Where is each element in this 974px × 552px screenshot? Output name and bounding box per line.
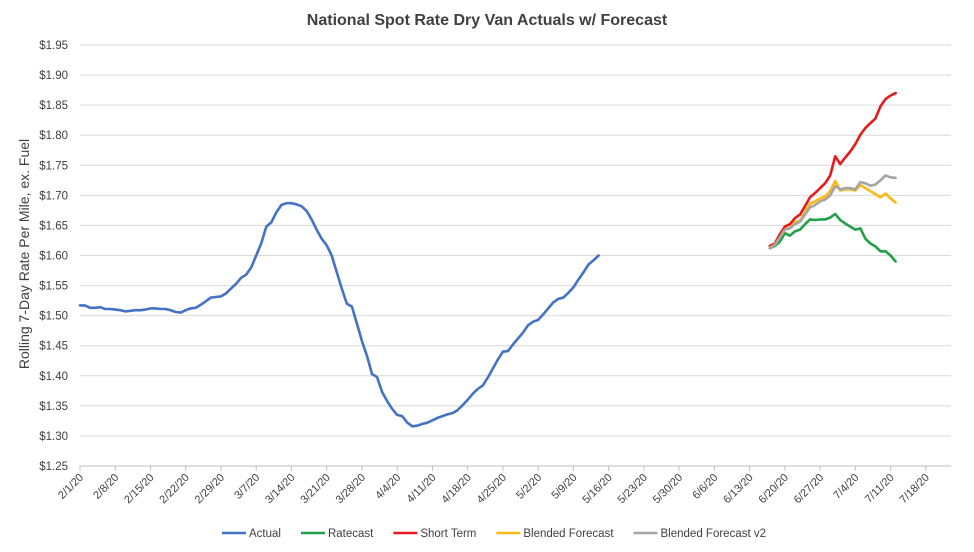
series-line-short-term bbox=[768, 91, 897, 248]
x-tick-label: 5/2/20 bbox=[514, 472, 544, 502]
x-tick-label: 4/11/20 bbox=[405, 472, 439, 506]
x-tick-label: 4/25/20 bbox=[475, 472, 509, 506]
y-tick-label: $1.95 bbox=[39, 40, 68, 52]
chart-title: National Spot Rate Dry Van Actuals w/ Fo… bbox=[307, 12, 668, 29]
series-line-ratecast bbox=[768, 212, 897, 263]
x-tick-label: 2/22/20 bbox=[157, 472, 191, 506]
y-axis-label: Rolling 7-Day Rate Per Mile, ex. Fuel bbox=[16, 139, 32, 369]
y-tick-label: $1.65 bbox=[39, 220, 68, 232]
x-tick-label: 3/7/20 bbox=[232, 472, 262, 502]
x-tick-label: 7/11/20 bbox=[863, 472, 897, 506]
x-tick-label: 4/18/20 bbox=[439, 472, 473, 506]
y-tick-label: $1.40 bbox=[39, 371, 68, 383]
x-tick-label: 5/9/20 bbox=[549, 472, 579, 502]
y-axis-ticks: $1.25 $1.30 $1.35 $1.40 $1.45 $1.50 $1.55 $1.60… bbox=[39, 40, 68, 473]
series-line-actual bbox=[78, 201, 600, 428]
y-tick-label: $1.35 bbox=[39, 401, 68, 413]
y-tick-label: $1.80 bbox=[39, 130, 68, 142]
y-tick-label: $1.30 bbox=[39, 431, 68, 443]
legend-label: Short Term bbox=[420, 528, 476, 540]
y-tick-label: $1.45 bbox=[39, 341, 68, 353]
y-tick-label: $1.90 bbox=[39, 70, 68, 82]
legend-label: Blended Forecast bbox=[523, 528, 614, 540]
x-tick-label: 5/16/20 bbox=[580, 472, 614, 506]
x-tick-label: 4/4/20 bbox=[373, 472, 403, 502]
x-tick-label: 6/20/20 bbox=[757, 472, 791, 506]
legend: Actual Ratecast Short Term Blended Forecast… bbox=[221, 528, 766, 540]
x-tick-label: 3/14/20 bbox=[263, 472, 297, 506]
y-tick-label: $1.55 bbox=[39, 281, 68, 293]
legend-label: Blended Forecast v2 bbox=[661, 528, 766, 540]
x-tick-label: 2/8/20 bbox=[91, 472, 121, 502]
x-tick-label: 6/13/20 bbox=[721, 472, 755, 506]
gridlines bbox=[80, 44, 951, 437]
y-tick-label: $1.50 bbox=[39, 311, 68, 323]
x-tick-label: 7/4/20 bbox=[831, 472, 861, 502]
y-tick-label: $1.85 bbox=[39, 100, 68, 112]
legend-label: Actual bbox=[249, 528, 281, 540]
x-tick-label: 6/27/20 bbox=[792, 472, 826, 506]
y-tick-label: $1.70 bbox=[39, 190, 68, 202]
y-tick-label: $1.60 bbox=[39, 251, 68, 263]
x-tick-label: 2/1/20 bbox=[56, 472, 86, 502]
x-tick-label: 2/15/20 bbox=[122, 472, 156, 506]
x-tick-label: 3/28/20 bbox=[334, 472, 368, 506]
x-axis-ticks: 2/1/20 2/8/20 2/15/20 2/22/20 2/29/20 3/7/20 3… bbox=[56, 466, 932, 506]
series-lines bbox=[78, 91, 897, 428]
x-tick-label: 7/18/20 bbox=[898, 472, 932, 506]
x-tick-label: 5/30/20 bbox=[651, 472, 685, 506]
y-tick-label: $1.25 bbox=[39, 461, 68, 473]
x-tick-label: 6/6/20 bbox=[690, 472, 720, 502]
x-tick-label: 2/29/20 bbox=[193, 472, 227, 506]
x-tick-label: 5/23/20 bbox=[616, 472, 650, 506]
x-tick-label: 3/21/20 bbox=[298, 472, 332, 506]
legend-label: Ratecast bbox=[328, 528, 374, 540]
y-tick-label: $1.75 bbox=[39, 160, 68, 172]
series-line-blended-forecast-v2 bbox=[768, 174, 897, 250]
